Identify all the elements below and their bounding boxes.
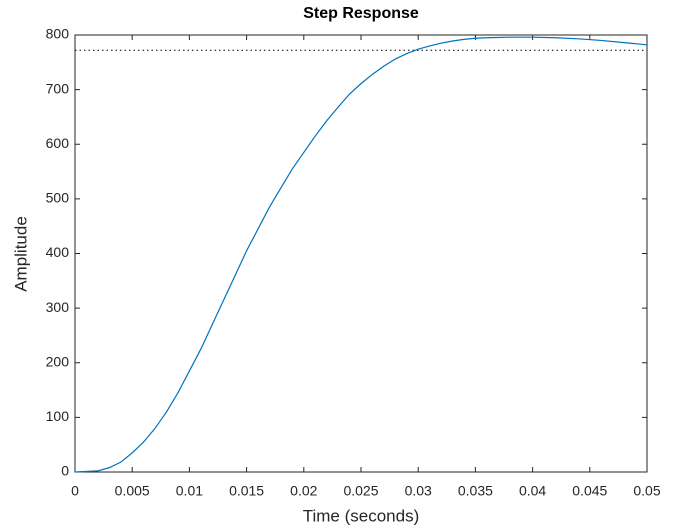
x-tick-label: 0.02 (290, 483, 317, 499)
plot-frame (74, 34, 648, 473)
response-line (74, 36, 648, 473)
x-tick-label: 0 (71, 483, 79, 499)
y-axis-label: Amplitude (11, 216, 30, 292)
x-tick-label: 0.03 (405, 483, 432, 499)
chart-title: Step Response (303, 5, 419, 22)
y-tick-label: 500 (46, 190, 70, 206)
x-axis-label: Time (seconds) (303, 506, 420, 525)
x-tick-label: 0.045 (572, 483, 607, 499)
y-tick-label: 100 (46, 408, 70, 424)
y-tick-label: 600 (46, 135, 70, 151)
y-tick-label: 0 (61, 463, 69, 479)
y-tick-label: 300 (46, 299, 70, 315)
y-tick-label: 400 (46, 244, 70, 260)
y-tick-label: 700 (46, 80, 70, 96)
x-tick-label: 0.01 (176, 483, 203, 499)
y-tick-label: 800 (46, 26, 70, 42)
x-tick-label: 0.005 (115, 483, 150, 499)
x-tick-label: 0.04 (519, 483, 546, 499)
x-tick-label: 0.015 (229, 483, 264, 499)
x-tick-label: 0.05 (633, 483, 660, 499)
y-tick-label: 200 (46, 353, 70, 369)
x-tick-label: 0.025 (343, 483, 378, 499)
x-tick-label: 0.035 (458, 483, 493, 499)
